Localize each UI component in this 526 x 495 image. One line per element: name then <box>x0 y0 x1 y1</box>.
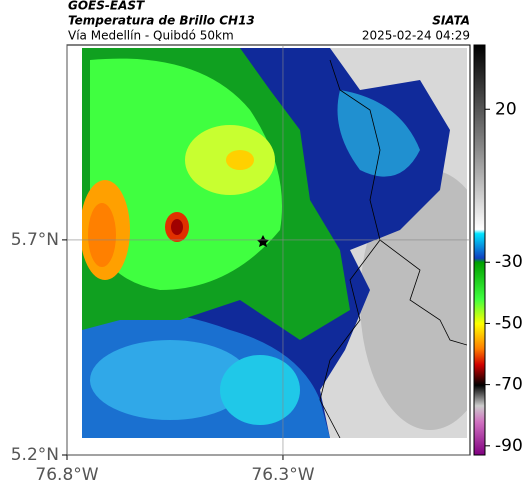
colorbar-tick-label: -50 <box>495 313 523 333</box>
y-tick-label: 5.7°N <box>11 230 59 250</box>
region: Vía Medellín - Quibdó 50km <box>68 29 234 43</box>
colorbar <box>473 44 486 456</box>
title: GOES-EAST <box>68 0 145 13</box>
colorbar-tick-label: -30 <box>495 252 523 272</box>
colorbar-tick-label: 20 <box>495 99 517 119</box>
datetime: 2025-02-24 04:29 <box>362 29 470 43</box>
x-tick-label: 76.3°W <box>251 465 314 485</box>
subtitle: Temperatura de Brillo CH13 <box>68 14 255 28</box>
colorbar-tick-label: -70 <box>495 375 523 395</box>
city-marker <box>257 235 269 247</box>
brightness-field <box>82 48 467 438</box>
source: SIATA <box>432 14 470 28</box>
x-tick-label: 76.8°W <box>35 465 98 485</box>
colorbar-tick-label: -90 <box>495 436 523 456</box>
y-tick-label: 5.2°N <box>11 445 59 465</box>
